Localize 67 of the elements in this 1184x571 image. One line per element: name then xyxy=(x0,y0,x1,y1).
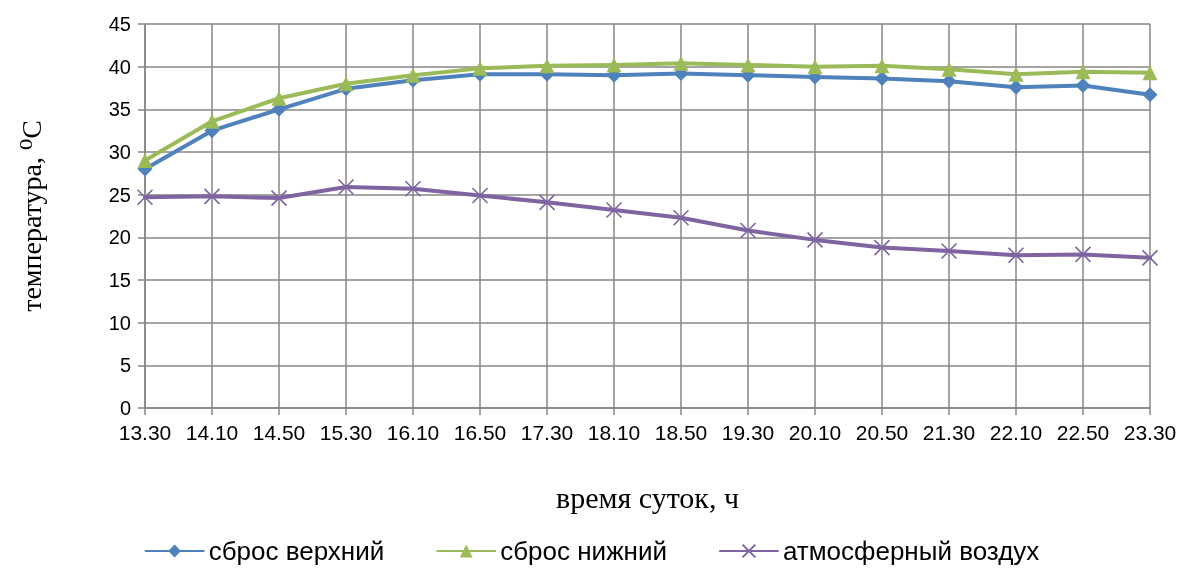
x-tick-label: 19.30 xyxy=(721,421,775,444)
y-tick-label: 20 xyxy=(108,226,131,249)
legend-label: сброс нижний xyxy=(500,536,667,566)
point xyxy=(1007,246,1025,264)
point xyxy=(136,188,154,206)
point xyxy=(404,180,422,197)
x-tick-label: 22.50 xyxy=(1056,421,1110,444)
point xyxy=(538,194,556,211)
legend-label: сброс верхний xyxy=(208,536,385,566)
x-axis-title: время суток, ч xyxy=(555,480,740,514)
x-tick-label: 20.10 xyxy=(788,421,842,444)
point xyxy=(740,57,756,73)
point xyxy=(271,90,287,106)
x-tick-label: 23.30 xyxy=(1123,421,1177,444)
x-tick-label: 13.30 xyxy=(118,421,172,444)
point xyxy=(941,61,957,77)
point xyxy=(1142,65,1158,81)
point xyxy=(739,222,757,239)
point xyxy=(605,201,623,219)
point xyxy=(874,71,890,87)
x-tick-label: 17.30 xyxy=(520,421,574,444)
point xyxy=(203,188,221,205)
x-tick-label: 20.50 xyxy=(855,421,909,444)
point xyxy=(539,58,555,74)
y-tick-label: 5 xyxy=(119,354,131,377)
point xyxy=(1075,77,1091,93)
x-tick-label: 18.50 xyxy=(654,421,708,444)
point xyxy=(471,187,489,204)
point xyxy=(405,67,421,83)
y-tick-label: 0 xyxy=(119,397,131,419)
point xyxy=(204,113,220,129)
point xyxy=(606,57,622,73)
legend-label: атмосферный воздух xyxy=(782,536,1040,566)
point xyxy=(873,239,891,256)
point xyxy=(338,76,354,92)
x-tick-label: 14.10 xyxy=(185,421,239,444)
point xyxy=(1075,64,1091,80)
x-tick-label: 22.10 xyxy=(989,421,1043,444)
y-tick-label: 25 xyxy=(108,183,131,206)
y-tick-label: 30 xyxy=(108,141,131,163)
x-tick-label: 14.50 xyxy=(252,421,306,444)
point xyxy=(874,58,890,74)
point xyxy=(1142,87,1158,103)
point xyxy=(270,189,288,207)
x-tick-label: 16.10 xyxy=(386,421,440,444)
x-tick-label: 15.30 xyxy=(319,421,373,444)
y-tick-label: 10 xyxy=(108,311,131,334)
x-tick-label: 18.10 xyxy=(587,421,641,444)
point xyxy=(806,231,824,249)
y-tick-label: 15 xyxy=(108,269,131,291)
point xyxy=(1008,66,1024,82)
y-tick-label: 40 xyxy=(108,55,131,78)
point xyxy=(1008,79,1024,95)
point xyxy=(673,55,689,71)
point xyxy=(337,178,355,196)
point xyxy=(807,59,823,75)
point xyxy=(1074,246,1092,263)
point xyxy=(472,60,488,76)
y-tick-label: 35 xyxy=(108,98,131,121)
point xyxy=(137,153,153,169)
y-axis-title: температура, ⁰C xyxy=(15,120,47,312)
point xyxy=(672,209,690,227)
point xyxy=(1141,249,1159,267)
x-tick-label: 16.50 xyxy=(453,421,507,444)
point xyxy=(940,242,958,260)
y-tick-label: 45 xyxy=(108,13,131,35)
x-tick-label: 21.30 xyxy=(922,421,976,444)
